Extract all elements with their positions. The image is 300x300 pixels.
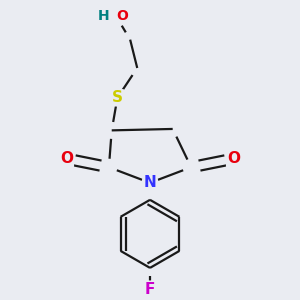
Text: H: H [97, 8, 109, 22]
Text: N: N [144, 175, 156, 190]
Text: F: F [145, 282, 155, 297]
Text: O: O [116, 8, 128, 22]
Text: O: O [227, 151, 240, 166]
Text: S: S [112, 90, 123, 105]
Text: O: O [60, 151, 73, 166]
